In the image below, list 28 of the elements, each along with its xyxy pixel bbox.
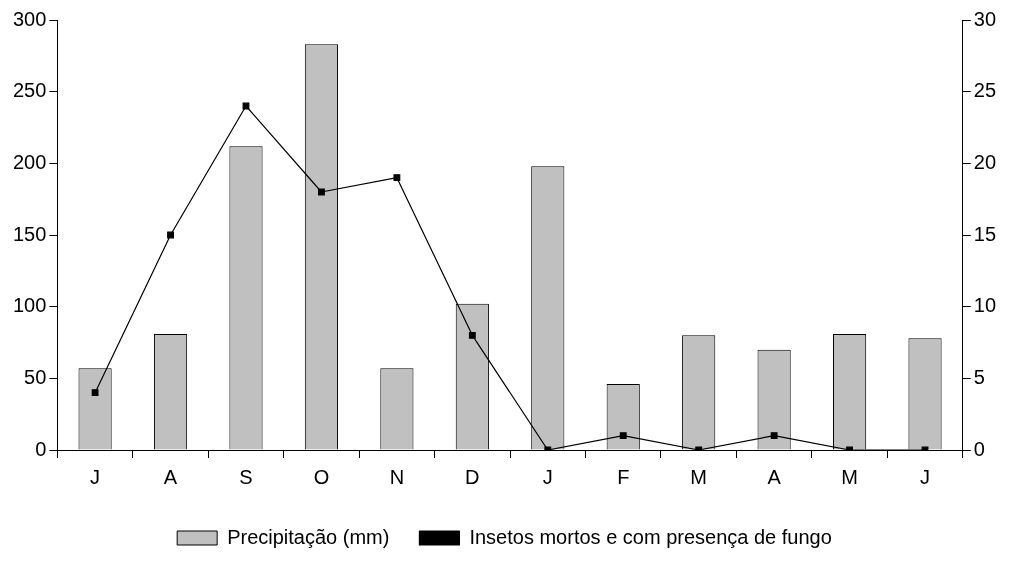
x-tick-label: O (313, 465, 330, 488)
x-tick-label: M (841, 465, 858, 488)
x-tick-label: A (163, 465, 178, 488)
y-tick-label: 100 (12, 294, 47, 317)
x-tick-label: S (239, 465, 253, 488)
y2-tick-label: 0 (973, 437, 985, 460)
x-tick-label: F (617, 465, 630, 488)
y2-tick-label: 25 (973, 79, 996, 102)
y-tick-label: 200 (12, 150, 47, 173)
y-tick-label: 0 (35, 437, 47, 460)
x-tick-label: N (389, 465, 405, 488)
y-tick-label: 150 (12, 222, 47, 245)
y2-tick-label: 20 (973, 150, 996, 173)
x-tick-label: J (90, 465, 101, 488)
y2-tick-label: 15 (973, 222, 996, 245)
x-tick-label: J (542, 465, 553, 488)
legend-label: Insetos mortos e com presença de fungo (469, 525, 832, 548)
x-tick-label: D (465, 465, 480, 488)
y2-tick-label: 30 (973, 7, 996, 30)
x-tick-label: M (690, 465, 708, 488)
x-tick-label: A (767, 465, 782, 488)
legend-label: Precipitação (mm) (227, 525, 390, 548)
y-tick-label: 50 (24, 365, 47, 388)
y-tick-label: 300 (12, 7, 47, 30)
x-tick-label: J (920, 465, 931, 488)
y2-tick-label: 10 (973, 294, 996, 317)
y2-tick-label: 5 (973, 365, 985, 388)
y-tick-label: 250 (12, 79, 47, 102)
